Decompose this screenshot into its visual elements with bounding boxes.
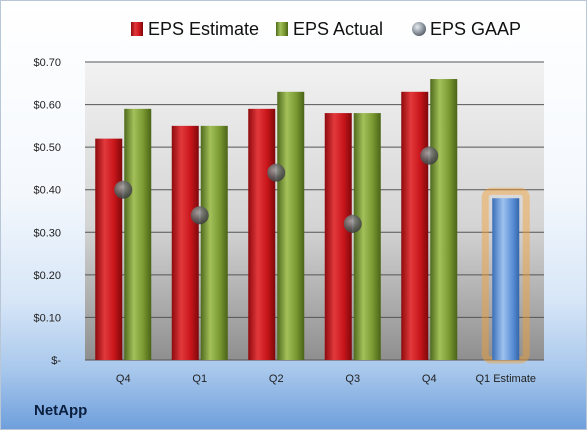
gridlines [85,61,544,361]
eps-actual-bar [353,113,381,360]
eps-actual-bar [200,125,228,360]
x-tick-label: Q4 [422,373,437,385]
legend-marker [276,22,288,36]
brand-label: NetApp [34,402,88,419]
eps-actual-bar [430,79,458,361]
eps-estimate-bar [324,113,352,360]
legend-marker [412,22,426,36]
y-tick-label: $0.60 [33,100,61,112]
y-tick-label: $0.20 [33,270,61,282]
eps-estimate-bar [248,108,276,360]
y-tick-label: $- [51,355,61,367]
x-tick-label: Q2 [269,373,284,385]
y-tick-label: $0.50 [33,142,61,154]
eps-gaap-point [420,146,439,165]
gaap-points [114,146,439,233]
eps-gaap-point [343,214,362,233]
legend-label: EPS GAAP [430,19,521,39]
y-tick-label: $0.10 [33,312,61,324]
x-tick-label: Q1 [192,373,207,385]
y-tick-label: $0.30 [33,227,61,239]
x-tick-label: Q4 [116,373,131,385]
legend-marker [131,22,143,36]
eps-estimate-bar [401,91,429,361]
eps-gaap-point [267,163,286,182]
y-tick-label: $0.40 [33,185,61,197]
q1-estimate-bar [492,198,520,360]
x-axis-ticks: Q4 Q1 Q2 Q3 Q4 Q1 Estimate [116,373,536,385]
bar-marks [95,79,530,364]
eps-actual-bar [277,91,305,361]
eps-actual-bar [124,108,152,360]
eps-estimate-bar [171,125,199,360]
eps-gaap-point [114,180,133,199]
y-axis-ticks: $- $0.10 $0.20 $0.30 $0.40 $0.50 $0.60 $0.70 [33,57,61,367]
x-tick-label: Q1 Estimate [475,373,536,385]
legend-label: EPS Actual [293,19,383,39]
plot-area [85,62,544,360]
x-tick-label: Q3 [345,373,360,385]
legend-label: EPS Estimate [148,19,259,39]
eps-estimate-bar [95,138,123,360]
legend: EPS Estimate EPS Actual EPS GAAP [131,19,521,39]
y-tick-label: $0.70 [33,57,61,69]
eps-gaap-point [190,206,209,225]
